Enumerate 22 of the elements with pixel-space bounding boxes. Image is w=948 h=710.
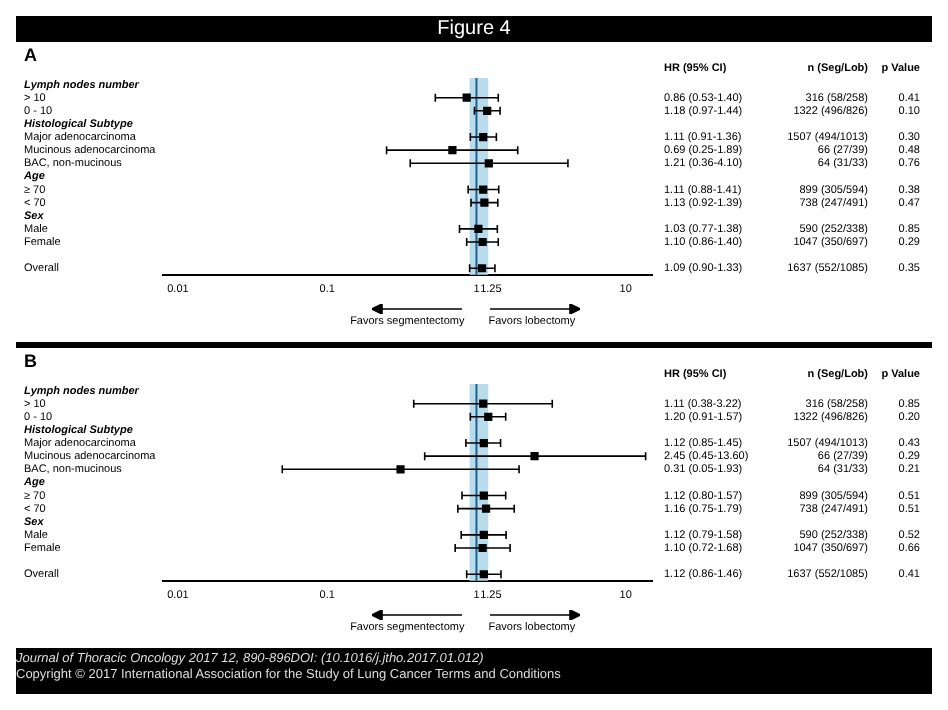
point [484, 412, 493, 421]
point [462, 93, 471, 102]
point [480, 198, 489, 207]
point [474, 224, 483, 233]
point [479, 185, 488, 194]
chart-title: Figure 4 [435, 16, 513, 42]
point [479, 530, 488, 539]
point [479, 438, 488, 448]
point [448, 146, 457, 155]
point [477, 264, 487, 273]
point [478, 543, 487, 553]
point [481, 504, 491, 513]
point [479, 399, 488, 408]
point [484, 159, 493, 168]
point [478, 237, 487, 247]
chart-subtitle: B [24, 350, 38, 371]
point [479, 570, 488, 579]
point [479, 132, 488, 142]
chart-subtitle: A [24, 44, 38, 65]
point [530, 452, 539, 461]
point [483, 106, 492, 115]
point [479, 491, 488, 500]
